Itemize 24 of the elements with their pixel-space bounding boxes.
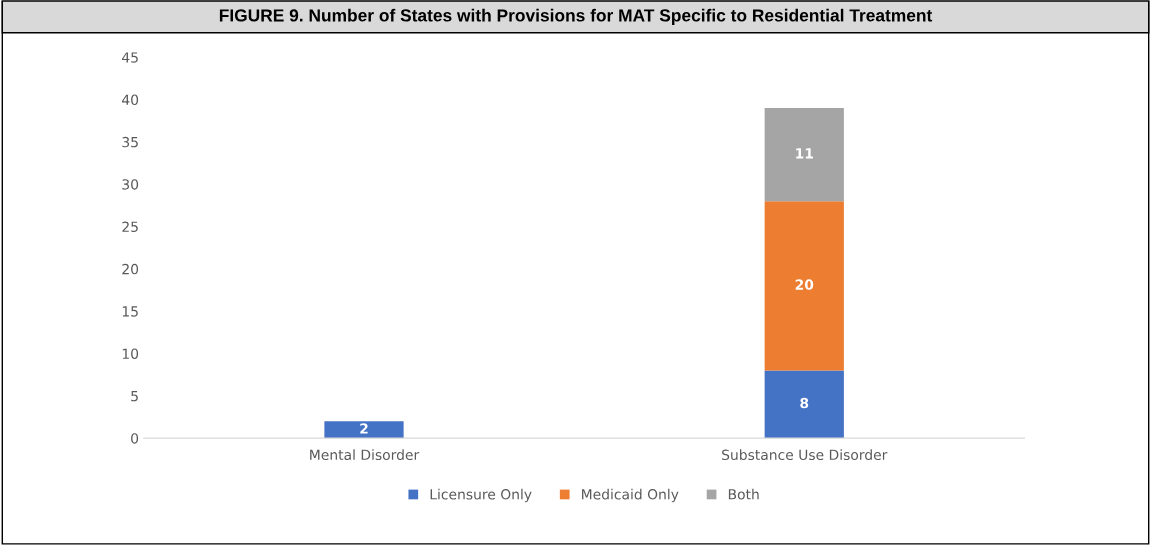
y-tick-label: 20 xyxy=(122,263,139,275)
x-tick-label: Substance Use Disorder xyxy=(722,449,888,461)
data-label: 11 xyxy=(796,148,813,159)
chart-title: FIGURE 9. Number of States with Provisions for MAT Specific to Residential Treatment xyxy=(219,8,933,25)
x-tick-label: Mental Disorder xyxy=(310,449,420,461)
y-tick-label: 25 xyxy=(122,221,138,233)
data-label: 2 xyxy=(360,423,368,434)
legend-label: Medicaid Only xyxy=(582,488,679,503)
legend-label: Both xyxy=(728,488,759,500)
y-tick-label: 30 xyxy=(122,179,139,190)
y-tick-label: 45 xyxy=(122,52,138,63)
bar xyxy=(324,421,404,439)
bar xyxy=(764,201,844,371)
data-label: 20 xyxy=(795,279,814,290)
legend-label: Licensure Only xyxy=(430,488,532,503)
y-tick-label: 5 xyxy=(131,391,138,402)
bar xyxy=(764,370,844,439)
y-tick-label: 35 xyxy=(122,136,138,148)
y-tick-label: 15 xyxy=(122,306,138,317)
data-label: 8 xyxy=(800,397,809,409)
y-tick-label: 40 xyxy=(122,94,139,106)
y-tick-label: 10 xyxy=(122,348,139,359)
bar xyxy=(764,108,844,202)
y-tick-label: 0 xyxy=(131,433,139,444)
